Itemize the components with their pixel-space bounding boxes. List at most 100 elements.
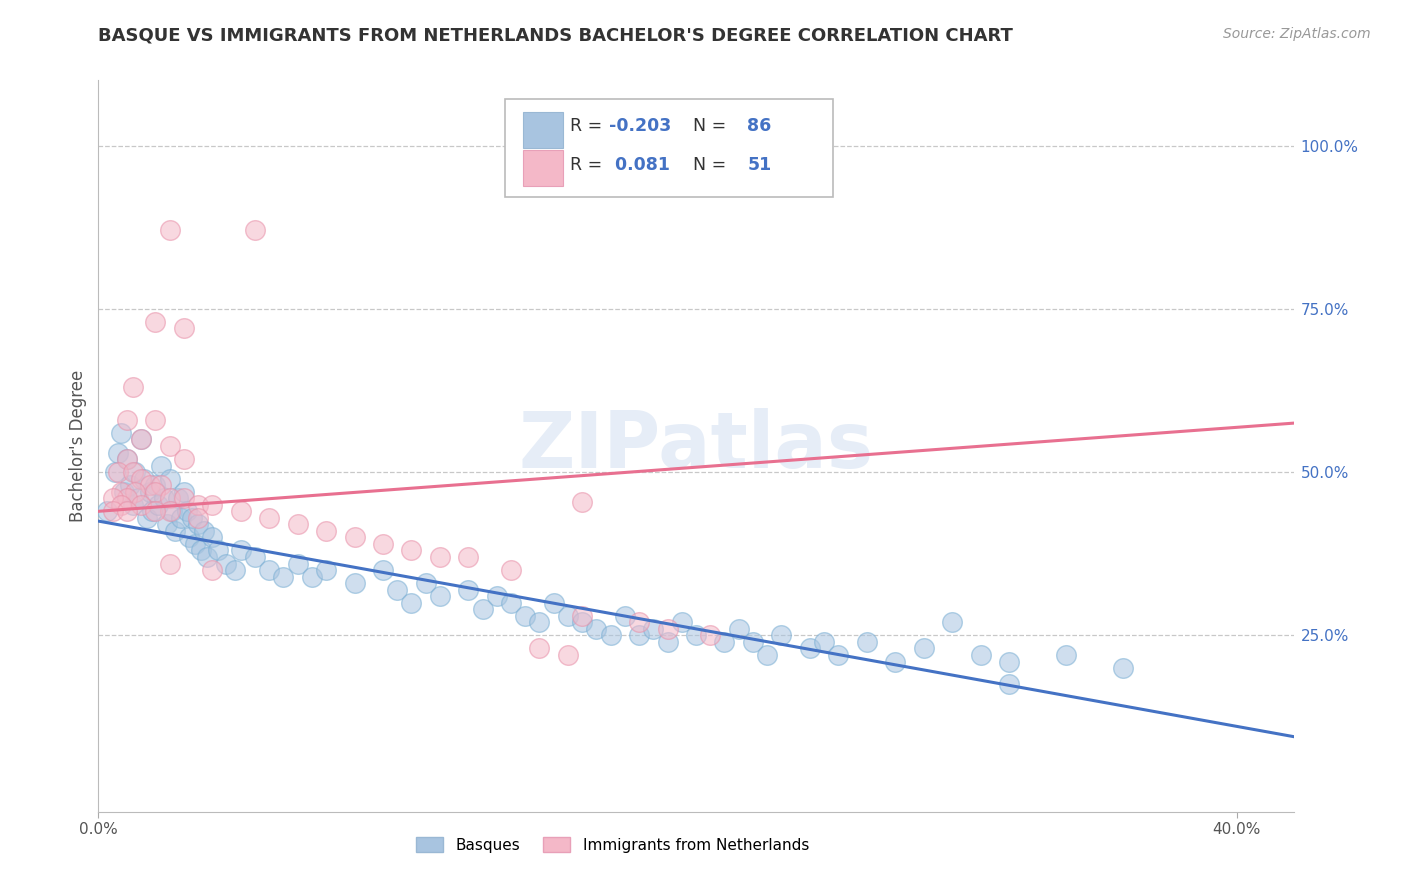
- Point: [727, 622, 749, 636]
- Point: [121, 380, 143, 394]
- Point: [150, 458, 173, 473]
- Point: [179, 530, 201, 544]
- Point: [115, 452, 138, 467]
- Point: [855, 635, 877, 649]
- Point: [315, 563, 337, 577]
- Point: [129, 498, 152, 512]
- Point: [159, 491, 181, 506]
- Text: R =: R =: [571, 155, 609, 174]
- Point: [1054, 648, 1077, 662]
- Point: [343, 576, 366, 591]
- Text: N =: N =: [682, 155, 731, 174]
- Point: [657, 635, 679, 649]
- Point: [229, 543, 252, 558]
- Point: [229, 504, 252, 518]
- Point: [671, 615, 693, 630]
- Point: [115, 504, 138, 518]
- Point: [138, 484, 160, 499]
- Point: [195, 549, 218, 564]
- Point: [124, 465, 146, 479]
- Point: [201, 530, 224, 544]
- Point: [148, 498, 170, 512]
- Point: [343, 530, 366, 544]
- Point: [162, 504, 184, 518]
- Point: [741, 635, 763, 649]
- Point: [143, 478, 166, 492]
- FancyBboxPatch shape: [523, 112, 564, 147]
- Point: [515, 608, 537, 623]
- Point: [187, 517, 209, 532]
- Point: [141, 504, 163, 518]
- Point: [150, 478, 173, 492]
- Point: [371, 537, 394, 551]
- Point: [115, 491, 138, 506]
- Point: [159, 472, 181, 486]
- Point: [457, 582, 479, 597]
- Text: R =: R =: [571, 117, 609, 135]
- Legend: Basques, Immigrants from Netherlands: Basques, Immigrants from Netherlands: [409, 831, 815, 859]
- Point: [156, 517, 179, 532]
- Text: Source: ZipAtlas.com: Source: ZipAtlas.com: [1223, 27, 1371, 41]
- Point: [167, 491, 190, 506]
- Point: [628, 615, 651, 630]
- Point: [153, 491, 176, 506]
- Point: [599, 628, 621, 642]
- Point: [273, 569, 295, 583]
- Point: [215, 557, 238, 571]
- Point: [129, 472, 152, 486]
- Point: [159, 557, 181, 571]
- Point: [173, 491, 195, 506]
- Point: [571, 608, 593, 623]
- Point: [201, 563, 224, 577]
- Point: [529, 615, 551, 630]
- Point: [485, 589, 508, 603]
- Point: [190, 543, 212, 558]
- Point: [884, 655, 907, 669]
- Text: 51: 51: [748, 155, 772, 174]
- Point: [159, 504, 181, 518]
- Point: [159, 223, 181, 237]
- Point: [110, 498, 132, 512]
- Point: [371, 563, 394, 577]
- Point: [799, 641, 821, 656]
- Point: [121, 498, 143, 512]
- Point: [165, 524, 187, 538]
- Point: [401, 596, 423, 610]
- Text: -0.203: -0.203: [609, 117, 671, 135]
- Point: [699, 628, 721, 642]
- Point: [173, 452, 195, 467]
- Y-axis label: Bachelor's Degree: Bachelor's Degree: [69, 370, 87, 522]
- Point: [998, 655, 1021, 669]
- Point: [143, 484, 166, 499]
- Point: [401, 543, 423, 558]
- Point: [184, 537, 207, 551]
- Point: [557, 608, 579, 623]
- Text: BASQUE VS IMMIGRANTS FROM NETHERLANDS BACHELOR'S DEGREE CORRELATION CHART: BASQUE VS IMMIGRANTS FROM NETHERLANDS BA…: [98, 27, 1014, 45]
- Point: [499, 596, 522, 610]
- Point: [415, 576, 437, 591]
- Point: [628, 628, 651, 642]
- Point: [112, 484, 135, 499]
- Point: [998, 677, 1021, 691]
- Point: [129, 433, 152, 447]
- Point: [143, 315, 166, 329]
- Point: [143, 504, 166, 518]
- FancyBboxPatch shape: [505, 99, 834, 197]
- Point: [471, 602, 494, 616]
- Point: [187, 498, 209, 512]
- Point: [756, 648, 779, 662]
- Point: [1310, 439, 1333, 453]
- Point: [1112, 661, 1135, 675]
- Point: [429, 549, 451, 564]
- Point: [110, 484, 132, 499]
- Point: [104, 465, 127, 479]
- Text: 86: 86: [748, 117, 772, 135]
- Point: [529, 641, 551, 656]
- Point: [159, 439, 181, 453]
- Point: [224, 563, 246, 577]
- Point: [499, 563, 522, 577]
- Point: [770, 628, 793, 642]
- Point: [187, 511, 209, 525]
- Point: [685, 628, 707, 642]
- Point: [124, 484, 146, 499]
